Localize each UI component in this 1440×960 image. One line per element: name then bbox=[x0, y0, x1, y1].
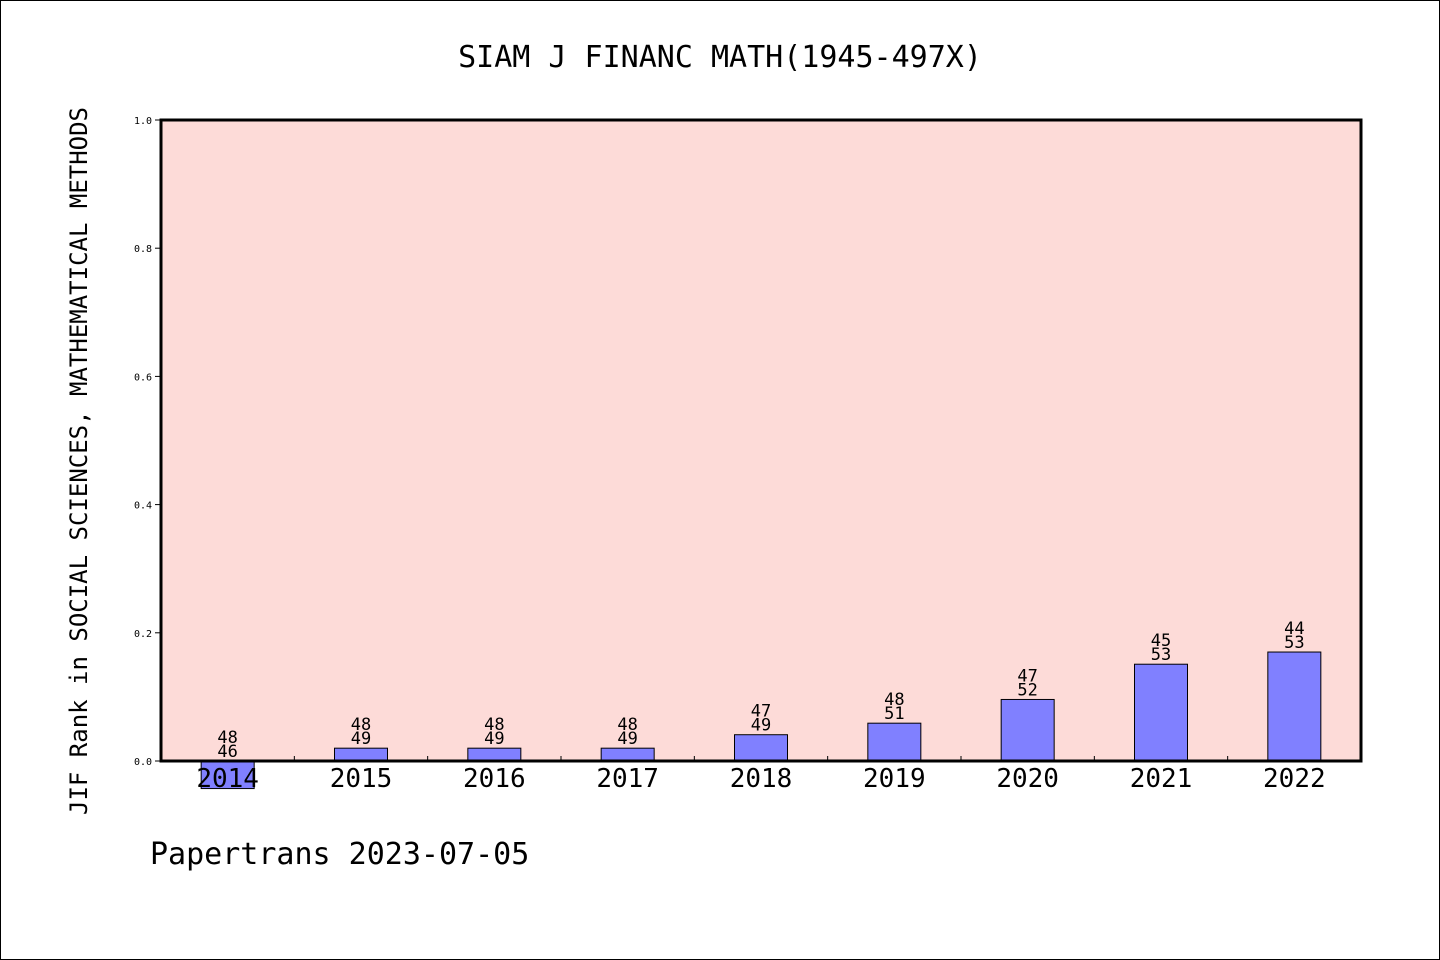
total-label: 51 bbox=[884, 704, 904, 724]
rank-label: 44 bbox=[1284, 619, 1304, 639]
rank-label: 48 bbox=[617, 715, 637, 735]
x-tick-label: 2019 bbox=[863, 764, 926, 794]
y-tick-label: 0.6 bbox=[134, 372, 152, 383]
rank-label: 48 bbox=[484, 715, 504, 735]
y-tick-label: 1.0 bbox=[134, 116, 152, 127]
total-label: 49 bbox=[351, 729, 371, 749]
total-label: 49 bbox=[617, 729, 637, 749]
x-tick-label: 2016 bbox=[463, 764, 526, 794]
rank-label: 48 bbox=[351, 715, 371, 735]
x-tick-label: 2017 bbox=[596, 764, 659, 794]
total-label: 49 bbox=[751, 716, 771, 736]
x-tick-label: 2022 bbox=[1263, 764, 1326, 794]
rank-label: 48 bbox=[217, 728, 237, 748]
total-label: 53 bbox=[1284, 633, 1304, 653]
x-tick-label: 2021 bbox=[1130, 764, 1193, 794]
total-label: 49 bbox=[484, 729, 504, 749]
x-tick-label: 2014 bbox=[196, 764, 259, 794]
rank-label: 45 bbox=[1151, 631, 1171, 651]
footer-text: Papertrans 2023-07-05 bbox=[150, 837, 529, 872]
bar bbox=[200, 760, 255, 790]
plot-frame bbox=[159, 118, 1363, 763]
y-tick-label: 0.0 bbox=[134, 757, 152, 768]
bar bbox=[1267, 651, 1322, 762]
total-label: 52 bbox=[1017, 680, 1037, 700]
bar bbox=[1134, 663, 1188, 762]
y-axis-label: JIF Rank in SOCIAL SCIENCES, MATHEMATICA… bbox=[65, 107, 93, 815]
total-label: 53 bbox=[1151, 645, 1171, 665]
rank-label: 47 bbox=[751, 702, 771, 722]
chart-title: SIAM J FINANC MATH(1945-497X) bbox=[458, 40, 982, 75]
bar bbox=[1000, 698, 1055, 762]
plot-background bbox=[161, 120, 1361, 761]
bar bbox=[734, 734, 788, 762]
x-tick-label: 2020 bbox=[996, 764, 1059, 794]
bar bbox=[867, 722, 922, 762]
y-tick-label: 0.4 bbox=[134, 501, 152, 512]
total-label: 46 bbox=[217, 742, 237, 762]
rank-label: 47 bbox=[1017, 666, 1037, 686]
plot-area: 0.0 0.2 0.4 0.6 0.8 1.0 2014 2015 2016 2017 2018 20… bbox=[134, 116, 1363, 794]
x-tick-label: 2015 bbox=[330, 764, 393, 794]
bar bbox=[334, 747, 388, 762]
rank-label: 48 bbox=[884, 690, 904, 710]
bar bbox=[467, 747, 522, 762]
bar bbox=[600, 747, 655, 762]
x-tick-label: 2018 bbox=[730, 764, 793, 794]
y-tick-label: 0.2 bbox=[134, 629, 152, 640]
y-tick-label: 0.8 bbox=[134, 244, 152, 255]
